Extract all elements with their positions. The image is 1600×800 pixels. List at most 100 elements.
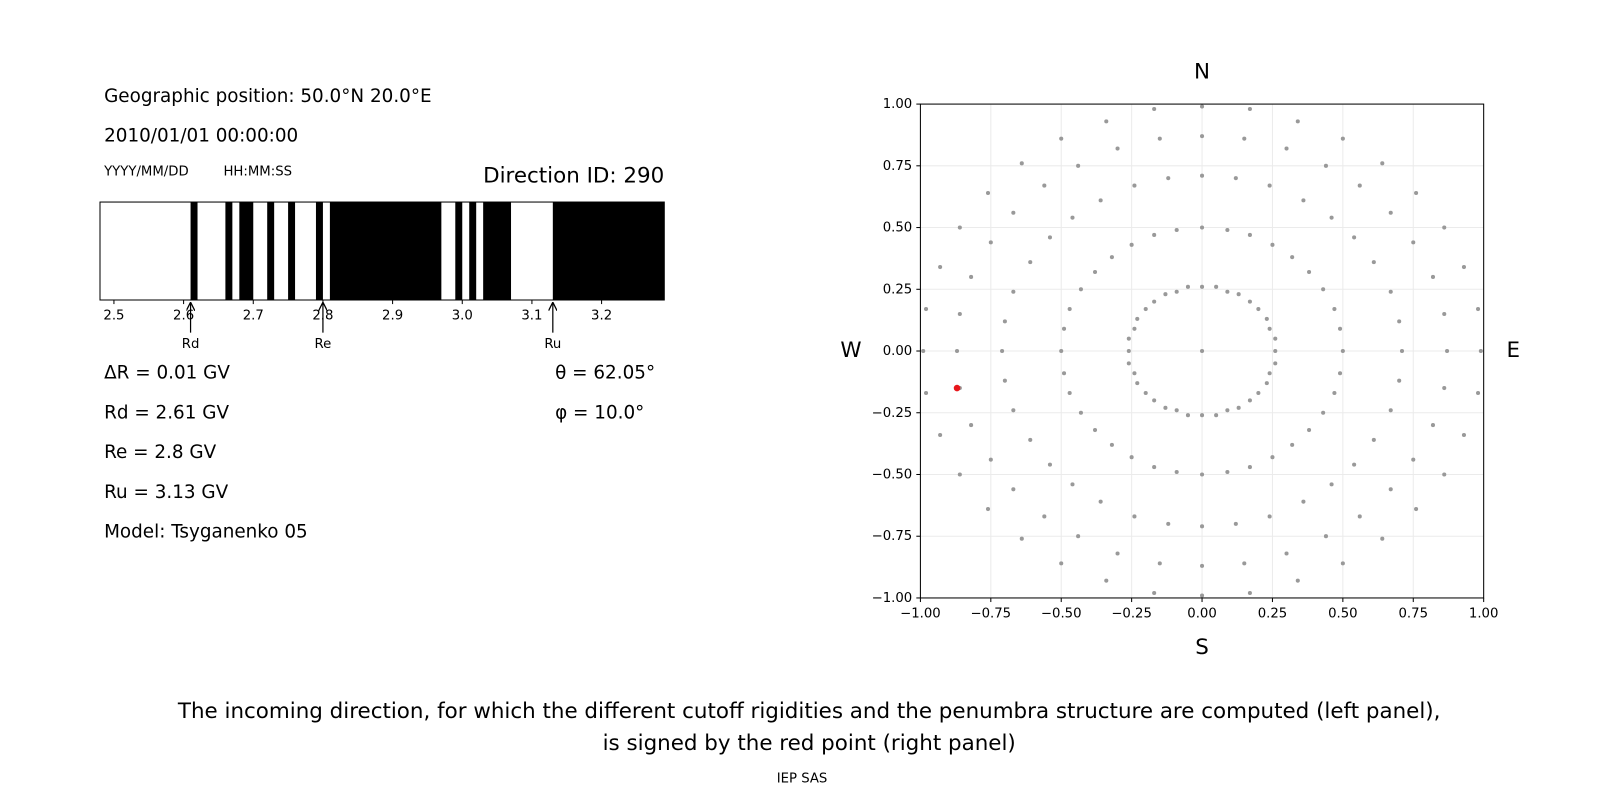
direction-point <box>1109 255 1114 260</box>
direction-point <box>1388 289 1393 294</box>
penumbra-band <box>239 202 254 300</box>
direction-point <box>1200 225 1205 230</box>
direction-point <box>1267 371 1272 376</box>
direction-point <box>1461 265 1466 270</box>
direction-point <box>1078 410 1083 415</box>
direction-point <box>1388 487 1393 492</box>
direction-point <box>1442 225 1447 230</box>
direction-point <box>1461 432 1466 438</box>
direction-point <box>1270 242 1275 247</box>
direction-point <box>1476 390 1481 396</box>
y-tick-label: −0.25 <box>872 406 913 421</box>
direction-point <box>1247 299 1252 304</box>
direction-point <box>1414 507 1419 512</box>
direction-point <box>1174 227 1179 233</box>
direction-point <box>1338 371 1343 376</box>
direction-point <box>1247 590 1252 596</box>
direction-point <box>1329 482 1334 487</box>
direction-point <box>1442 311 1447 317</box>
chart-title: Direction ID: 290 <box>483 164 664 189</box>
rigidity-value: Re = 2.8 GV <box>104 442 217 463</box>
direction-point <box>1126 336 1131 341</box>
direction-point <box>1273 361 1278 366</box>
direction-point <box>1225 227 1230 233</box>
direction-point <box>1104 119 1109 124</box>
penumbra-band <box>329 202 442 300</box>
penumbra-band <box>225 202 233 300</box>
direction-point <box>1247 232 1252 237</box>
compass-label: E <box>1506 338 1520 363</box>
direction-point <box>1062 371 1067 376</box>
date-format: YYYY/MM/DD <box>103 164 189 179</box>
x-tick-label: 2.7 <box>243 308 264 323</box>
direction-point <box>1321 287 1326 292</box>
direction-point <box>1104 578 1109 583</box>
direction-point <box>1200 563 1205 568</box>
direction-point <box>1256 307 1261 312</box>
x-tick-label: 3.1 <box>521 308 542 323</box>
direction-point <box>1143 307 1148 312</box>
penumbra-band <box>552 202 665 300</box>
direction-point <box>1157 561 1162 566</box>
direction-point <box>1411 457 1416 462</box>
time-format: HH:MM:SS <box>223 164 292 179</box>
direction-point <box>1371 437 1376 442</box>
direction-point <box>1062 326 1067 331</box>
direction-point <box>1163 405 1168 410</box>
annotation-label: Rd <box>182 337 200 352</box>
direction-point <box>1414 190 1419 196</box>
direction-point <box>1399 348 1405 354</box>
direction-point <box>1070 215 1075 220</box>
direction-point <box>1132 183 1137 188</box>
x-tick-label: 3.0 <box>452 308 473 323</box>
direction-point <box>1163 292 1168 297</box>
direction-point <box>1352 235 1357 240</box>
direction-point <box>1078 287 1083 292</box>
direction-point <box>1478 348 1483 354</box>
direction-point <box>954 348 960 354</box>
x-tick-label: −0.25 <box>1111 606 1152 621</box>
rigidity-value: Ru = 3.13 GV <box>104 482 229 503</box>
direction-point <box>1152 398 1157 403</box>
direction-point <box>1047 235 1052 240</box>
direction-point <box>1019 161 1024 166</box>
direction-point <box>969 423 974 428</box>
rigidity-value: Rd = 2.61 GV <box>104 402 229 423</box>
geo-position: Geographic position: 50.0°N 20.0°E <box>104 86 432 107</box>
direction-point <box>1307 428 1312 433</box>
direction-point <box>1129 455 1134 460</box>
x-tick-label: 0.00 <box>1187 606 1217 621</box>
direction-point <box>1332 390 1337 396</box>
direction-point <box>1115 551 1120 556</box>
x-tick-label: 0.50 <box>1328 606 1358 621</box>
direction-point <box>1267 326 1272 331</box>
caption-line: is signed by the red point (right panel) <box>603 731 1016 756</box>
direction-point <box>938 265 943 270</box>
direction-point <box>1323 534 1328 539</box>
direction-point <box>1200 173 1205 178</box>
direction-point <box>1284 551 1289 556</box>
direction-point <box>985 507 991 512</box>
penumbra-band <box>469 202 477 300</box>
direction-point <box>1290 255 1295 260</box>
direction-point <box>1236 405 1241 410</box>
direction-point <box>1028 437 1033 442</box>
direction-point <box>1340 348 1345 354</box>
x-tick-label: −1.00 <box>900 606 941 621</box>
direction-point <box>1143 390 1148 396</box>
penumbra-band <box>288 202 296 300</box>
direction-point <box>1174 408 1179 413</box>
direction-point <box>1476 307 1481 312</box>
direction-point <box>1225 408 1230 413</box>
direction-point <box>1185 413 1190 418</box>
direction-point <box>1247 398 1252 403</box>
x-tick-label: −0.75 <box>971 606 1012 621</box>
direction-point <box>1059 348 1064 354</box>
direction-point <box>988 457 993 462</box>
direction-point <box>1076 163 1081 168</box>
direction-point <box>1152 590 1157 596</box>
direction-point <box>1267 514 1272 519</box>
direction-point <box>957 472 962 477</box>
